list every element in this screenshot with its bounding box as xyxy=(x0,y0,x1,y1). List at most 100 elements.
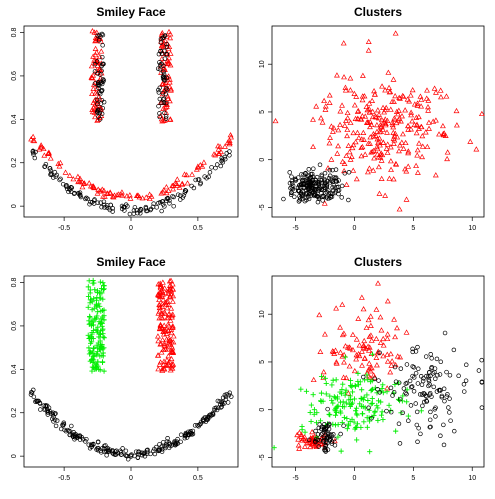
data-point xyxy=(135,455,141,460)
data-point xyxy=(338,431,343,437)
data-point xyxy=(215,398,221,404)
data-point xyxy=(132,205,138,210)
data-point xyxy=(374,151,381,157)
data-point xyxy=(314,174,320,180)
data-point xyxy=(162,362,169,368)
y-tick-label: 0.6 xyxy=(11,71,18,81)
data-point xyxy=(166,55,172,61)
data-point xyxy=(299,437,305,443)
data-point xyxy=(358,395,364,401)
data-point xyxy=(442,398,447,404)
data-point xyxy=(394,324,400,331)
data-point xyxy=(430,118,437,124)
x-tick-label: 10 xyxy=(468,225,476,232)
data-point xyxy=(366,407,372,413)
data-point xyxy=(100,77,106,82)
data-point xyxy=(416,425,421,431)
data-point xyxy=(382,87,389,93)
data-point xyxy=(118,189,125,195)
data-point xyxy=(392,381,398,388)
data-point xyxy=(350,129,357,136)
data-point xyxy=(167,31,174,37)
data-point xyxy=(333,405,339,411)
data-point xyxy=(380,104,386,110)
data-point xyxy=(92,316,98,322)
data-point xyxy=(347,345,354,351)
data-point xyxy=(372,408,378,414)
data-point xyxy=(159,336,166,343)
data-point xyxy=(383,145,390,151)
data-point xyxy=(202,415,207,420)
data-point xyxy=(322,106,329,112)
data-point xyxy=(402,139,409,146)
data-point xyxy=(160,42,167,48)
data-point xyxy=(378,412,385,418)
data-point xyxy=(191,185,197,191)
data-point xyxy=(316,179,322,185)
data-point xyxy=(160,199,166,204)
data-point xyxy=(367,379,374,385)
data-point xyxy=(310,116,316,122)
data-point xyxy=(152,446,157,452)
data-point xyxy=(303,388,310,394)
data-point xyxy=(352,115,359,122)
data-point xyxy=(324,434,330,440)
data-point xyxy=(434,356,440,362)
y-tick-label: 0 xyxy=(11,204,18,208)
data-point xyxy=(414,152,421,158)
data-point xyxy=(178,181,185,187)
data-point xyxy=(164,60,171,67)
data-point xyxy=(396,148,402,154)
data-point xyxy=(95,101,100,107)
data-point xyxy=(222,154,228,160)
data-point xyxy=(397,396,403,402)
data-point xyxy=(69,423,74,429)
data-point xyxy=(377,339,384,345)
data-point xyxy=(375,154,382,160)
data-point xyxy=(341,414,347,421)
data-point xyxy=(94,190,101,196)
data-point xyxy=(339,102,345,108)
data-point xyxy=(365,316,372,323)
data-point xyxy=(361,355,368,361)
data-point xyxy=(385,69,392,75)
data-point xyxy=(165,361,172,367)
scatter-panel-2: Clusters -5 0 5 10 -5 0 5 10 xyxy=(259,5,485,232)
data-point xyxy=(161,69,166,75)
data-point xyxy=(100,286,107,293)
data-point xyxy=(418,103,425,109)
data-point xyxy=(367,365,374,371)
data-point xyxy=(407,92,414,98)
data-point xyxy=(396,206,403,212)
data-point xyxy=(389,358,396,364)
series-triangle xyxy=(272,30,485,212)
data-point xyxy=(92,45,99,51)
data-point xyxy=(296,445,303,451)
data-point xyxy=(331,175,337,180)
data-point xyxy=(405,149,412,156)
data-point xyxy=(392,361,399,368)
data-point xyxy=(423,95,430,101)
data-point xyxy=(391,316,398,322)
data-point xyxy=(45,150,52,156)
data-point xyxy=(173,441,179,446)
data-point xyxy=(377,390,382,395)
data-point xyxy=(161,71,167,77)
data-point xyxy=(90,359,96,366)
data-point xyxy=(419,382,425,387)
data-point xyxy=(345,390,352,396)
data-point xyxy=(162,56,168,61)
data-point xyxy=(95,359,101,365)
data-point xyxy=(159,324,165,330)
data-point xyxy=(96,301,102,307)
data-point xyxy=(75,178,82,184)
data-point xyxy=(313,428,318,434)
data-point xyxy=(478,110,485,117)
data-point xyxy=(346,197,351,203)
data-point xyxy=(343,400,349,406)
data-point xyxy=(414,409,420,415)
data-point xyxy=(395,111,401,117)
data-point xyxy=(371,88,378,94)
data-point xyxy=(170,186,177,192)
data-point xyxy=(144,451,150,456)
